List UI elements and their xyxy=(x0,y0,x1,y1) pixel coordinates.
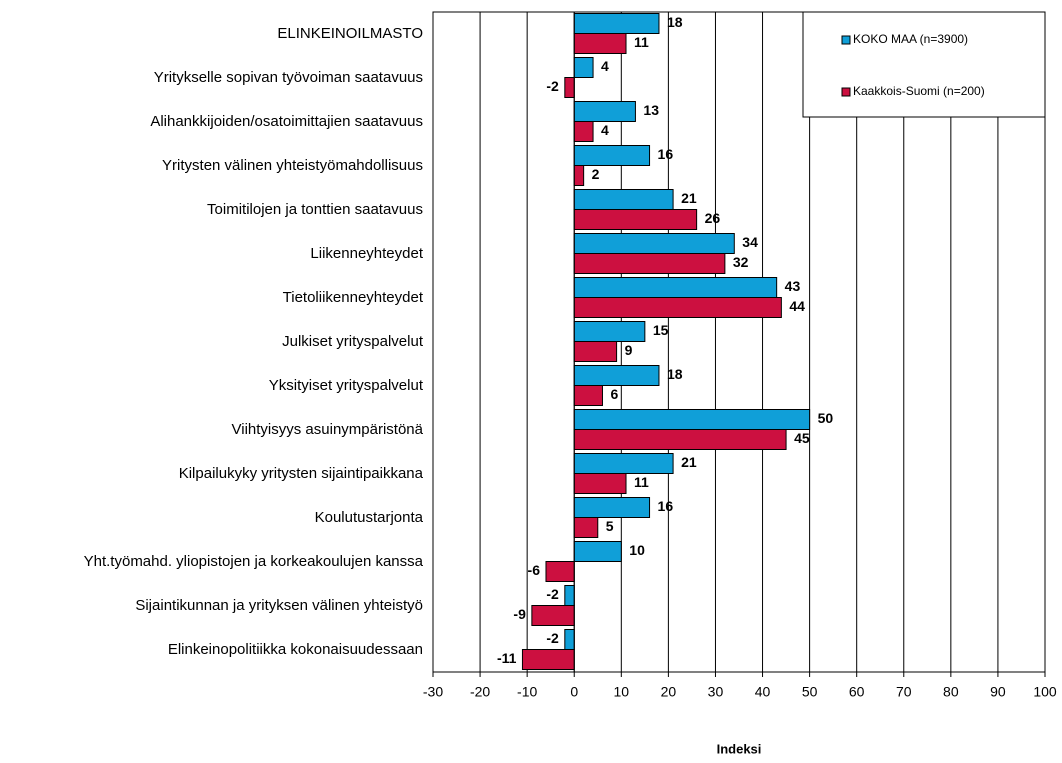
data-label: 21 xyxy=(681,454,697,470)
data-label: 4 xyxy=(601,122,609,138)
bar xyxy=(573,297,782,318)
data-label: 16 xyxy=(658,498,674,514)
plot-frame xyxy=(432,11,1046,673)
data-label: -9 xyxy=(513,606,526,622)
x-axis-label: Indeksi xyxy=(717,741,762,756)
y-tick-label: Alihankkijoiden/osatoimittajien saatavuu… xyxy=(150,113,423,130)
x-tick-label: 100 xyxy=(1033,684,1057,700)
bar xyxy=(573,453,674,474)
bar xyxy=(573,145,651,166)
data-label: 21 xyxy=(681,190,697,206)
bar xyxy=(573,101,636,122)
data-label: 50 xyxy=(818,410,834,426)
bar xyxy=(521,649,575,670)
bar xyxy=(564,585,575,606)
y-tick-label: Liikenneyhteydet xyxy=(310,245,423,262)
bar xyxy=(573,189,674,210)
x-tick-label: 90 xyxy=(990,684,1006,700)
bar xyxy=(573,517,599,538)
data-label: 16 xyxy=(658,146,674,162)
legend-label: Kaakkois-Suomi (n=200) xyxy=(853,84,985,98)
x-tick-label: 80 xyxy=(943,684,959,700)
data-label: -11 xyxy=(497,650,517,666)
x-tick-label: 20 xyxy=(661,684,677,700)
data-label: 32 xyxy=(733,254,749,270)
x-tick-label: -20 xyxy=(470,684,490,700)
x-tick-label: 30 xyxy=(708,684,724,700)
y-tick-label: Elinkeinopolitiikka kokonaisuudessaan xyxy=(168,641,423,658)
data-label: 5 xyxy=(606,518,614,534)
bar xyxy=(573,57,594,78)
data-label: -2 xyxy=(546,78,559,94)
bar xyxy=(573,341,618,362)
data-label: -2 xyxy=(546,630,559,646)
data-label: 11 xyxy=(634,34,649,50)
legend-swatch xyxy=(841,35,851,45)
y-tick-label: Yritysten välinen yhteistyömahdollisuus xyxy=(162,157,423,174)
data-label: 26 xyxy=(705,210,721,226)
bar xyxy=(573,253,726,274)
y-tick-label: Yritykselle sopivan työvoiman saatavuus xyxy=(154,69,423,86)
y-tick-label: Toimitilojen ja tonttien saatavuus xyxy=(207,201,423,218)
y-tick-label: Sijaintikunnan ja yrityksen välinen yhte… xyxy=(135,597,423,614)
data-label: 9 xyxy=(625,342,633,358)
bar xyxy=(573,497,651,518)
data-label: -2 xyxy=(546,586,559,602)
bar xyxy=(573,429,787,450)
bar xyxy=(573,121,594,142)
x-tick-label: 40 xyxy=(755,684,771,700)
y-tick-label: Julkiset yrityspalvelut xyxy=(282,333,424,350)
y-tick-label: Koulutustarjonta xyxy=(315,509,424,526)
data-label: 18 xyxy=(667,366,683,382)
bar xyxy=(573,321,646,342)
data-label: 43 xyxy=(785,278,801,294)
data-label: 6 xyxy=(610,386,618,402)
data-label: 10 xyxy=(629,542,645,558)
legend-swatch xyxy=(841,87,851,97)
y-tick-label: Tietoliikenneyhteydet xyxy=(283,289,424,306)
bar xyxy=(573,233,735,254)
data-label: -6 xyxy=(528,562,541,578)
data-label: 2 xyxy=(592,166,600,182)
data-label: 13 xyxy=(643,102,659,118)
bar xyxy=(531,605,575,626)
bar xyxy=(573,33,627,54)
x-tick-label: -10 xyxy=(517,684,537,700)
y-tick-label: ELINKEINOILMASTO xyxy=(277,25,423,42)
bar xyxy=(573,473,627,494)
data-label: 15 xyxy=(653,322,669,338)
bar xyxy=(573,165,585,186)
x-tick-label: 50 xyxy=(802,684,818,700)
bar xyxy=(573,13,660,34)
data-label: 18 xyxy=(667,14,683,30)
bar xyxy=(564,77,575,98)
data-label: 34 xyxy=(742,234,758,250)
bar xyxy=(573,541,622,562)
x-tick-label: 70 xyxy=(896,684,912,700)
data-label: 11 xyxy=(634,474,649,490)
bar xyxy=(573,409,811,430)
y-tick-label: Yksityiset yrityspalvelut xyxy=(269,377,424,394)
bar xyxy=(564,629,575,650)
bar xyxy=(573,209,698,230)
bar xyxy=(573,277,778,298)
y-tick-label: Viihtyisyys asuinympäristönä xyxy=(232,421,424,438)
data-label: 4 xyxy=(601,58,609,74)
x-tick-label: 0 xyxy=(570,684,578,700)
y-tick-label: Kilpailukyky yritysten sijaintipaikkana xyxy=(179,465,424,482)
y-tick-label: Yht.työmahd. yliopistojen ja korkeakoulu… xyxy=(84,553,424,570)
bar xyxy=(573,365,660,386)
legend-box xyxy=(802,11,1046,118)
x-tick-label: -30 xyxy=(423,684,443,700)
x-tick-label: 10 xyxy=(614,684,630,700)
data-label: 45 xyxy=(794,430,810,446)
bar xyxy=(545,561,575,582)
x-tick-label: 60 xyxy=(849,684,865,700)
bar xyxy=(573,385,603,406)
data-label: 44 xyxy=(789,298,805,314)
legend-label: KOKO MAA (n=3900) xyxy=(853,32,968,46)
